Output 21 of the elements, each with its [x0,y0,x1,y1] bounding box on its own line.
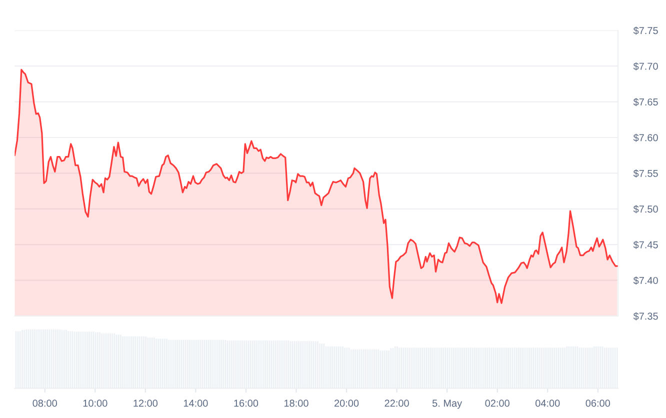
x-tick-label: 20:00 [334,400,359,407]
y-tick-label: $7.55 [633,169,658,178]
x-tick-label: 14:00 [184,400,208,407]
x-tick-label: 08:00 [32,400,57,407]
y-tick-label: $7.60 [633,134,658,142]
x-tick-label: 16:00 [234,400,258,407]
x-tick-label: 12:00 [134,400,158,407]
x-tick-label: 10:00 [83,400,108,407]
x-tick-label: 04:00 [535,400,560,407]
y-tick-label: $7.45 [633,240,658,249]
x-tick-label: 02:00 [485,400,510,407]
x-tick-label: 18:00 [284,400,308,407]
y-tick-label: $7.50 [633,205,658,214]
y-tick-label: $7.65 [633,98,658,106]
x-tick-label: 5. May [432,400,462,409]
y-tick-label: $7.35 [633,312,658,320]
y-tick-label: $7.40 [633,276,658,285]
y-tick-label: $7.75 [633,26,658,35]
y-tick-label: $7.70 [633,62,658,70]
x-tick-label: 22:00 [384,400,409,407]
x-tick-label: 06:00 [586,400,610,407]
